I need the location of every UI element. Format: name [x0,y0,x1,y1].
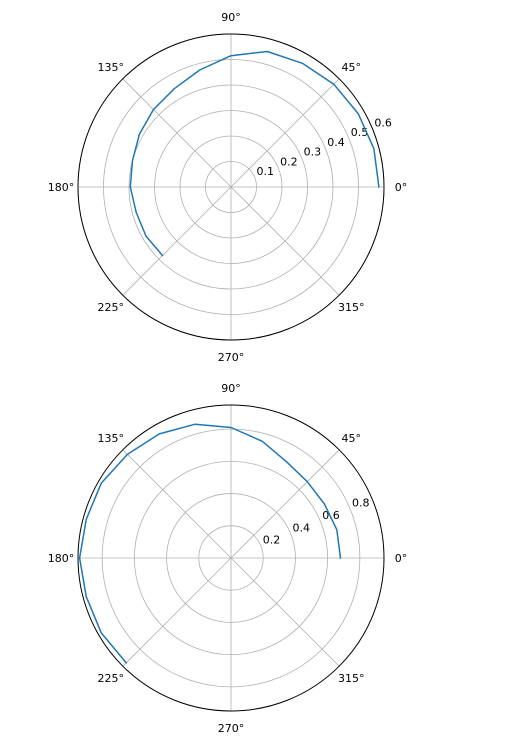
angle-tick-label: 90° [221,11,241,24]
angle-tick-label: 180° [48,552,75,565]
series-line [129,50,380,257]
polar-frame [77,33,385,341]
radial-tick-label: 0.2 [280,155,298,168]
radial-tick-label: 0.3 [304,146,322,159]
polar-chart-2: 0.2 0.4 0.6 0.8 0° 45° 90° 135° 180° 225° 270° 315° [48,382,408,735]
polar-frame [77,404,385,712]
angle-tick-label: 90° [221,382,241,395]
angular-gridline [230,449,340,559]
radial-tick-label: 0.8 [352,497,370,510]
angle-tick-label: 270° [218,722,245,735]
series-line [78,423,342,664]
angular-gridline [230,186,340,296]
angle-tick-label: 180° [48,181,75,194]
angle-tick-label: 270° [218,351,245,364]
radial-tick-label: 0.6 [322,509,340,522]
angle-tick-label: 135° [98,432,125,445]
angle-tick-label: 225° [98,301,125,314]
angle-tick-label: 225° [98,672,125,685]
angle-tick-label: 45° [341,61,361,74]
angular-gridline [122,78,232,188]
angular-gridline [122,557,232,667]
angular-gridline [122,449,232,559]
angle-tick-label: 45° [341,432,361,445]
angle-tick-label: 315° [338,672,365,685]
angular-gridline [122,186,232,296]
radial-tick-label: 0.1 [257,165,275,178]
angle-tick-label: 0° [395,181,408,194]
radial-tick-label: 0.6 [374,116,392,129]
angular-gridline [230,78,340,188]
radial-tick-label: 0.2 [263,534,281,547]
angle-tick-label: 315° [338,301,365,314]
angle-tick-label: 0° [395,552,408,565]
radial-tick-label: 0.4 [293,521,311,534]
angle-tick-label: 135° [98,61,125,74]
radial-tick-label: 0.5 [351,126,369,139]
polar-chart-1: 0.1 0.2 0.3 0.4 0.5 0.6 0° 45° 90° 135° 180° 225° 27… [48,11,408,364]
angular-gridline [230,557,340,667]
radial-tick-label: 0.4 [327,136,345,149]
